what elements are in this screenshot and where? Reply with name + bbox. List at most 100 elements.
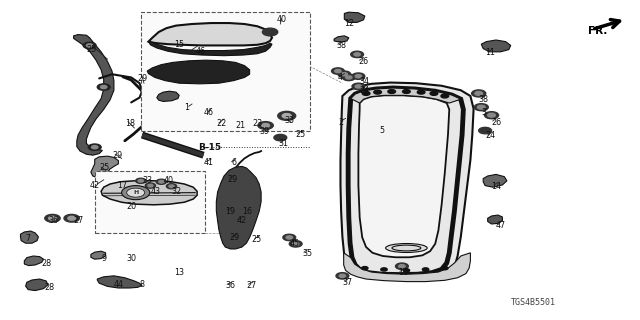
Circle shape bbox=[68, 216, 76, 220]
Circle shape bbox=[283, 234, 296, 241]
Text: 7: 7 bbox=[26, 234, 31, 243]
Text: 16: 16 bbox=[242, 207, 252, 216]
Text: 9: 9 bbox=[101, 254, 106, 263]
Polygon shape bbox=[344, 253, 470, 282]
Text: 29: 29 bbox=[229, 233, 239, 242]
Text: 29: 29 bbox=[112, 151, 122, 160]
Text: 36: 36 bbox=[48, 216, 58, 225]
Text: 46: 46 bbox=[195, 47, 205, 56]
Text: 40: 40 bbox=[163, 176, 173, 185]
Polygon shape bbox=[101, 181, 197, 205]
Text: 20: 20 bbox=[127, 202, 137, 211]
Text: 27: 27 bbox=[74, 216, 84, 225]
Circle shape bbox=[86, 44, 93, 47]
Polygon shape bbox=[74, 35, 114, 155]
Circle shape bbox=[159, 180, 164, 183]
Text: 29: 29 bbox=[138, 74, 148, 83]
Circle shape bbox=[292, 242, 299, 245]
Circle shape bbox=[148, 184, 153, 187]
Text: FR.: FR. bbox=[588, 26, 607, 36]
Text: 19: 19 bbox=[225, 207, 236, 216]
Circle shape bbox=[352, 73, 365, 79]
Text: 5: 5 bbox=[379, 126, 384, 135]
Circle shape bbox=[355, 85, 362, 88]
Text: 32: 32 bbox=[172, 188, 182, 196]
Text: 29: 29 bbox=[227, 175, 237, 184]
Text: 37: 37 bbox=[342, 278, 353, 287]
Text: 40: 40 bbox=[276, 15, 287, 24]
Text: 13: 13 bbox=[174, 268, 184, 277]
Text: 3: 3 bbox=[481, 108, 486, 117]
Text: H: H bbox=[133, 190, 138, 195]
Circle shape bbox=[374, 90, 381, 94]
Text: 38: 38 bbox=[336, 41, 346, 50]
Text: 26: 26 bbox=[492, 118, 502, 127]
Text: 28: 28 bbox=[45, 284, 55, 292]
Circle shape bbox=[488, 113, 495, 117]
Circle shape bbox=[278, 111, 296, 120]
Text: 38: 38 bbox=[479, 95, 489, 104]
Text: 43: 43 bbox=[150, 188, 161, 196]
Bar bbox=[95, 171, 205, 233]
Circle shape bbox=[335, 69, 341, 73]
Text: 1: 1 bbox=[184, 103, 189, 112]
Text: 45: 45 bbox=[289, 239, 300, 248]
Circle shape bbox=[282, 114, 291, 118]
Text: 39: 39 bbox=[259, 127, 269, 136]
Circle shape bbox=[274, 134, 287, 141]
Circle shape bbox=[474, 104, 488, 111]
Text: 21: 21 bbox=[236, 121, 246, 130]
Polygon shape bbox=[148, 42, 272, 56]
Text: 42: 42 bbox=[90, 181, 100, 190]
Circle shape bbox=[83, 42, 96, 49]
Circle shape bbox=[127, 188, 145, 197]
Circle shape bbox=[92, 146, 98, 149]
Circle shape bbox=[442, 267, 448, 270]
Text: 25: 25 bbox=[86, 45, 97, 54]
Text: 25: 25 bbox=[251, 235, 261, 244]
Polygon shape bbox=[483, 174, 507, 187]
Polygon shape bbox=[351, 88, 461, 103]
Circle shape bbox=[336, 273, 349, 279]
Polygon shape bbox=[344, 12, 365, 22]
Polygon shape bbox=[481, 40, 511, 52]
Polygon shape bbox=[91, 251, 106, 259]
Polygon shape bbox=[216, 166, 261, 249]
Circle shape bbox=[289, 241, 302, 247]
Text: 33: 33 bbox=[285, 116, 295, 125]
Polygon shape bbox=[488, 215, 502, 224]
Text: 33: 33 bbox=[142, 176, 152, 185]
Text: 11: 11 bbox=[485, 48, 495, 57]
Circle shape bbox=[362, 267, 368, 270]
Circle shape bbox=[381, 268, 387, 271]
Circle shape bbox=[64, 214, 79, 222]
Circle shape bbox=[475, 92, 483, 95]
Text: 28: 28 bbox=[42, 260, 52, 268]
Circle shape bbox=[441, 94, 449, 98]
Polygon shape bbox=[148, 23, 272, 45]
Polygon shape bbox=[358, 95, 449, 257]
Polygon shape bbox=[147, 60, 250, 84]
Text: 24: 24 bbox=[485, 132, 495, 140]
Circle shape bbox=[156, 179, 166, 184]
Text: 8: 8 bbox=[140, 280, 145, 289]
Circle shape bbox=[403, 269, 410, 272]
Text: 46: 46 bbox=[204, 108, 214, 117]
Circle shape bbox=[100, 85, 107, 89]
Polygon shape bbox=[91, 156, 118, 178]
Circle shape bbox=[403, 90, 410, 93]
Text: 30: 30 bbox=[127, 254, 137, 263]
Text: 25: 25 bbox=[99, 164, 109, 172]
Text: 18: 18 bbox=[125, 119, 135, 128]
Text: 4: 4 bbox=[338, 73, 343, 82]
Ellipse shape bbox=[385, 244, 428, 252]
Text: TGS4B5501: TGS4B5501 bbox=[511, 298, 556, 307]
Text: B-15: B-15 bbox=[198, 143, 221, 152]
Circle shape bbox=[97, 84, 110, 90]
Text: 25: 25 bbox=[296, 130, 306, 139]
Text: 31: 31 bbox=[278, 139, 289, 148]
Circle shape bbox=[355, 75, 362, 78]
Circle shape bbox=[346, 76, 352, 79]
Circle shape bbox=[136, 178, 146, 183]
Circle shape bbox=[388, 90, 396, 93]
